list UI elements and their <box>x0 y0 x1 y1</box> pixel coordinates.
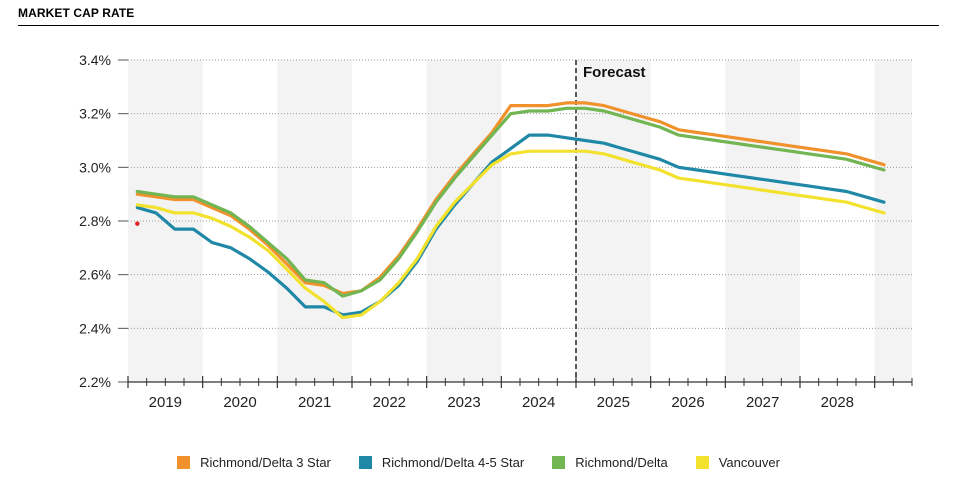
legend-label: Richmond/Delta 3 Star <box>200 455 331 470</box>
legend-item: Richmond/Delta 3 Star <box>177 455 331 470</box>
x-tick-label: 2025 <box>597 394 630 411</box>
y-tick-label: 3.4% <box>79 52 111 68</box>
legend-label: Richmond/Delta 4-5 Star <box>381 455 525 470</box>
legend-swatch <box>695 456 709 469</box>
legend-item: Richmond/Delta <box>552 455 668 470</box>
forecast-label: Forecast <box>583 64 646 81</box>
x-tick-label: 2026 <box>671 394 704 411</box>
legend-item: Richmond/Delta 4-5 Star <box>358 455 525 470</box>
x-tick-label: 2023 <box>447 394 480 411</box>
legend-label: Richmond/Delta <box>575 455 668 470</box>
y-tick-label: 3.0% <box>79 159 111 175</box>
data-point <box>135 221 140 226</box>
legend-swatch <box>177 456 191 469</box>
x-tick-label: 2027 <box>746 394 779 411</box>
cap-rate-chart: 2.2% 2.4% 2.6% 2.8% 3.0% 3.2% 3.4% 2019 2020 2021… <box>79 52 913 411</box>
y-tick-label: 2.2% <box>79 374 111 390</box>
y-tick-label: 3.2% <box>79 106 111 122</box>
chart-title: MARKET CAP RATE <box>18 6 135 20</box>
legend-item: Vancouver <box>695 455 780 470</box>
x-tick-label: 2024 <box>522 394 555 411</box>
x-tick-label: 2019 <box>149 394 182 411</box>
x-tick-label: 2022 <box>373 394 406 411</box>
y-tick-label: 2.8% <box>79 213 111 229</box>
x-tick-label: 2028 <box>821 394 854 411</box>
x-tick-label: 2021 <box>298 394 331 411</box>
legend-label: Vancouver <box>718 455 780 470</box>
series-line-richmond-delta-3-star <box>135 101 886 296</box>
x-tick-label: 2020 <box>223 394 256 411</box>
legend-swatch <box>552 456 566 469</box>
series-line-vancouver <box>135 149 886 320</box>
series-line-richmond-delta-4-5-star <box>135 133 886 317</box>
title-divider <box>18 25 939 26</box>
series-line-richmond-delta <box>135 106 886 298</box>
chart-legend: Richmond/Delta 3 Star Richmond/Delta 4-5 … <box>0 455 957 470</box>
y-tick-label: 2.4% <box>79 320 111 336</box>
legend-swatch <box>358 456 372 469</box>
y-tick-label: 2.6% <box>79 267 111 283</box>
